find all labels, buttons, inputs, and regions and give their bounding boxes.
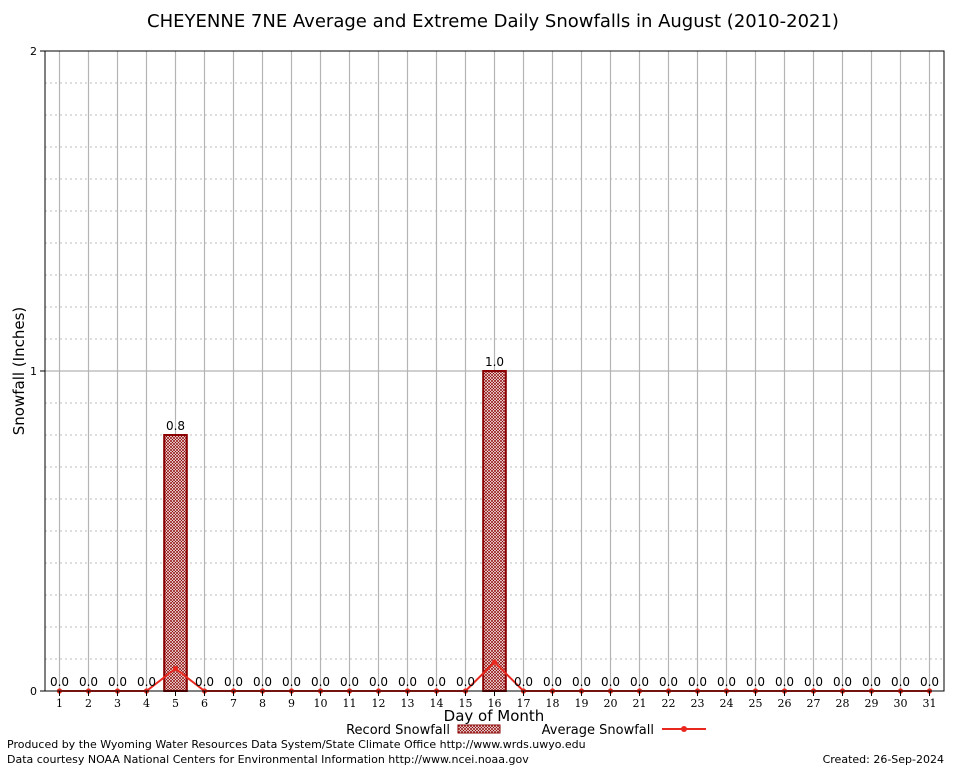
x-tick-label: 13 bbox=[401, 697, 415, 710]
legend: Record Snowfall Average Snowfall bbox=[346, 723, 706, 738]
data-label: 0.0 bbox=[427, 675, 446, 689]
data-label: 0.0 bbox=[862, 675, 881, 689]
x-tick-label: 15 bbox=[459, 697, 473, 710]
data-label: 0.0 bbox=[804, 675, 823, 689]
legend-average-marker bbox=[681, 726, 687, 732]
data-label: 0.0 bbox=[224, 675, 243, 689]
data-label: 0.0 bbox=[369, 675, 388, 689]
x-tick-label: 18 bbox=[546, 697, 560, 710]
x-tick-label: 25 bbox=[749, 697, 763, 710]
x-tick-label: 31 bbox=[923, 697, 937, 710]
average-point bbox=[172, 666, 179, 672]
footer-courtesy: Data courtesy NOAA National Centers for … bbox=[7, 753, 529, 766]
x-tick-label: 20 bbox=[604, 697, 618, 710]
x-tick-label: 4 bbox=[143, 697, 150, 710]
x-tick-label: 12 bbox=[372, 697, 386, 710]
legend-record-label: Record Snowfall bbox=[346, 723, 450, 738]
y-tick-label: 2 bbox=[30, 45, 37, 58]
x-tick-label: 23 bbox=[691, 697, 705, 710]
data-label: 0.0 bbox=[253, 675, 272, 689]
x-tick-label: 19 bbox=[575, 697, 589, 710]
data-labels: 0.0 0.0 0.0 0.0 0.8 0.0 0.0 0.0 0.0 0.0 0.0 0.0 0.0 0… bbox=[50, 355, 939, 689]
x-tick-label: 2 bbox=[85, 697, 92, 710]
data-label: 0.0 bbox=[195, 675, 214, 689]
data-label: 1.0 bbox=[485, 355, 504, 369]
data-label: 0.0 bbox=[398, 675, 417, 689]
x-tick-label: 5 bbox=[172, 697, 179, 710]
x-tick-label: 30 bbox=[894, 697, 908, 710]
data-label: 0.0 bbox=[311, 675, 330, 689]
data-label: 0.0 bbox=[833, 675, 852, 689]
data-label: 0.0 bbox=[717, 675, 736, 689]
data-label: 0.0 bbox=[688, 675, 707, 689]
data-label: 0.0 bbox=[746, 675, 765, 689]
data-label: 0.0 bbox=[79, 675, 98, 689]
y-axis-title: Snowfall (Inches) bbox=[10, 307, 28, 435]
x-tick-label: 6 bbox=[201, 697, 208, 710]
average-point bbox=[491, 659, 498, 665]
plot-frame bbox=[44, 50, 945, 692]
footer-produced-by: Produced by the Wyoming Water Resources … bbox=[7, 738, 586, 751]
data-label: 0.0 bbox=[137, 675, 156, 689]
x-tick-label: 14 bbox=[430, 697, 444, 710]
data-label: 0.0 bbox=[775, 675, 794, 689]
data-label: 0.0 bbox=[456, 675, 475, 689]
footer-created: Created: 26-Sep-2024 bbox=[822, 753, 944, 766]
x-tick-label: 27 bbox=[807, 697, 821, 710]
x-tick-label: 16 bbox=[488, 697, 502, 710]
legend-average-label: Average Snowfall bbox=[542, 723, 654, 738]
x-tick-label: 21 bbox=[633, 697, 647, 710]
record-bar bbox=[163, 434, 188, 692]
record-bar bbox=[482, 370, 507, 692]
grid bbox=[45, 51, 944, 691]
y-tick-label: 0 bbox=[30, 685, 37, 698]
data-label: 0.0 bbox=[543, 675, 562, 689]
data-label: 0.0 bbox=[601, 675, 620, 689]
x-tick-label: 10 bbox=[314, 697, 328, 710]
data-label: 0.0 bbox=[659, 675, 678, 689]
x-tick-label: 7 bbox=[230, 697, 237, 710]
x-tick-label: 17 bbox=[517, 697, 531, 710]
x-axis-title: Day of Month bbox=[444, 707, 545, 725]
x-tick-label: 24 bbox=[720, 697, 734, 710]
data-label: 0.0 bbox=[282, 675, 301, 689]
x-tick-label: 11 bbox=[343, 697, 357, 710]
x-tick-label: 22 bbox=[662, 697, 676, 710]
x-tick-label: 26 bbox=[778, 697, 792, 710]
x-tick-label: 28 bbox=[836, 697, 850, 710]
data-label: 0.0 bbox=[108, 675, 127, 689]
y-tick-label: 1 bbox=[30, 365, 37, 378]
data-label: 0.0 bbox=[340, 675, 359, 689]
data-label: 0.0 bbox=[572, 675, 591, 689]
x-tick-label: 9 bbox=[288, 697, 295, 710]
data-label: 0.0 bbox=[920, 675, 939, 689]
data-label: 0.0 bbox=[891, 675, 910, 689]
data-label: 0.0 bbox=[50, 675, 69, 689]
data-label: 0.0 bbox=[630, 675, 649, 689]
x-tick-label: 29 bbox=[865, 697, 879, 710]
x-tick-label: 1 bbox=[56, 697, 63, 710]
data-label: 0.8 bbox=[166, 419, 185, 433]
x-tick-label: 3 bbox=[114, 697, 121, 710]
data-label: 0.0 bbox=[514, 675, 533, 689]
axis-ticks: 1 2 3 4 5 6 7 8 9 10 11 12 13 14 15 16 17 18 19 20 21 22 23 24 2… bbox=[30, 45, 937, 710]
x-tick-label: 8 bbox=[259, 697, 266, 710]
legend-record-swatch bbox=[457, 724, 501, 734]
chart-title: CHEYENNE 7NE Average and Extreme Daily S… bbox=[147, 11, 839, 32]
